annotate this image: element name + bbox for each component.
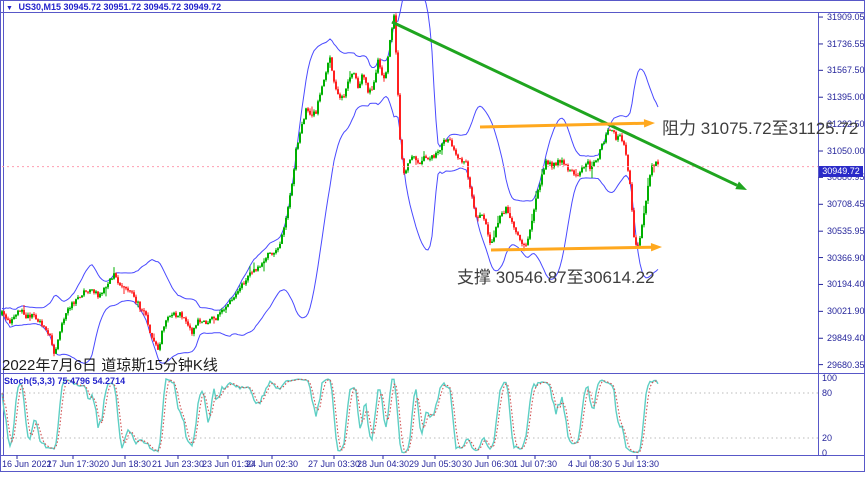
stoch-axis-label: 20: [822, 433, 833, 443]
symbol-period-label: US30,M15: [18, 2, 61, 12]
time-axis-label: 17 Jun 17:30: [46, 459, 100, 469]
chart-title: ▼ US30,M15 30945.72 30951.72 30945.72 30…: [6, 2, 221, 12]
time-axis-label: 4 Jul 08:30: [567, 459, 613, 469]
price-axis-label: 31567.50: [827, 65, 865, 76]
price-axis-label: 30880.95: [827, 172, 865, 183]
price-axis-label: 30194.40: [827, 279, 865, 290]
time-axis-label: 16 Jun 2022: [2, 459, 52, 469]
time-axis-label: 30 Jun 06:30: [461, 459, 515, 469]
time-axis-label: 21 Jun 23:30: [151, 459, 205, 469]
time-axis-label: 24 Jun 02:30: [245, 459, 299, 469]
ohlc-values-label: 30945.72 30951.72 30945.72 30949.72: [63, 2, 222, 12]
stoch-axis-label: 0: [822, 448, 828, 458]
price-axis-label: 31736.55: [827, 38, 865, 49]
price-axis-label: 30535.95: [827, 226, 865, 237]
stoch-indicator-label: Stoch(5,3,3) 75.4796 54.2714: [4, 376, 126, 386]
time-axis-label: 20 Jun 18:30: [98, 459, 152, 469]
price-axis-label: 31050.00: [827, 146, 865, 157]
price-axis-label: 30021.90: [827, 306, 865, 317]
current-price-badge: 30949.72: [819, 166, 863, 177]
price-axis-label: 29680.35: [827, 359, 865, 370]
price-axis-label: 31909.05: [827, 12, 865, 23]
date-caption: 2022年7月6日 道琼斯15分钟K线: [2, 357, 218, 374]
price-axis-label: 31395.00: [827, 92, 865, 103]
price-axis-label: 29849.40: [827, 333, 865, 344]
support-annotation[interactable]: 支撑 30546.87至30614.22: [457, 268, 655, 287]
stoch-axis-label: 80: [822, 388, 833, 398]
time-axis-label: 5 Jul 13:30: [614, 459, 660, 469]
collapse-triangle-icon[interactable]: ▼: [6, 5, 13, 12]
time-axis-label: 29 Jun 05:30: [408, 459, 462, 469]
time-axis-label: 27 Jun 03:30: [307, 459, 361, 469]
price-axis-label: 30708.45: [827, 199, 865, 210]
resistance-annotation[interactable]: 阻力 31075.72至31125.72: [662, 119, 859, 138]
time-axis-label: 23 Jun 01:30: [201, 459, 255, 469]
stoch-axis-label: 100: [822, 373, 838, 383]
time-axis-label: 1 Jul 07:30: [512, 459, 558, 469]
time-axis-label: 28 Jun 04:30: [356, 459, 410, 469]
price-axis-label: 30366.90: [827, 252, 865, 263]
price-axis-label: 31222.50: [827, 119, 865, 130]
